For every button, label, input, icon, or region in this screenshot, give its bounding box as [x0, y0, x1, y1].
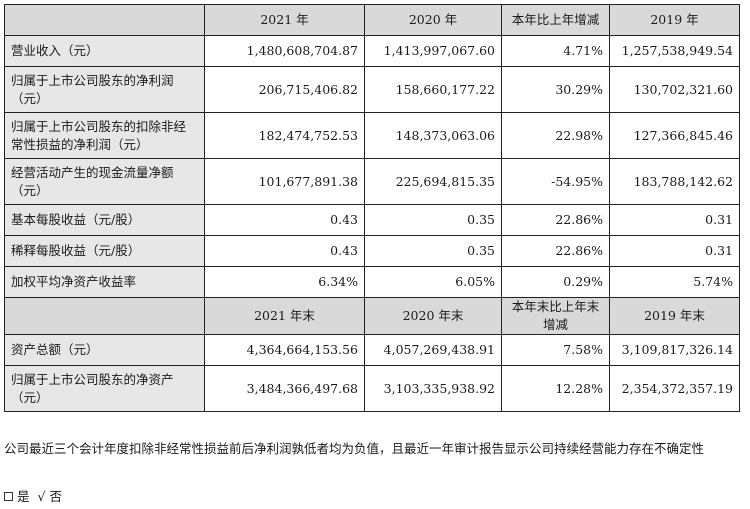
row-label: 归属于上市公司股东的净利润（元） [4, 66, 205, 113]
table-row: 归属于上市公司股东的净资产（元） 3,484,366,497.68 3,103,… [4, 365, 740, 412]
value-2020: 3,103,335,938.92 [364, 365, 502, 412]
row-label: 营业收入（元） [4, 35, 205, 67]
value-change: 22.86% [501, 235, 610, 267]
value-2021: 101,677,891.38 [204, 158, 365, 205]
row-label: 基本每股收益（元/股） [4, 204, 205, 236]
value-2019: 5.74% [609, 266, 740, 298]
row-label: 经营活动产生的现金流量净额（元） [4, 158, 205, 205]
value-2021: 0.43 [204, 235, 365, 267]
value-2020: 0.35 [364, 235, 502, 267]
choice-yes-label: 是 [17, 489, 30, 504]
table-subheader-row: 2021 年末 2020 年末 本年末比上年末增减 2019 年末 [4, 297, 740, 335]
value-change: 22.86% [501, 204, 610, 236]
financial-summary: 2021 年 2020 年 本年比上年增减 2019 年 营业收入（元） 1,4… [4, 4, 740, 412]
table-row: 经营活动产生的现金流量净额（元） 101,677,891.38 225,694,… [4, 158, 740, 205]
value-2021: 1,480,608,704.87 [204, 35, 365, 67]
key-financial-table: 2021 年 2020 年 本年比上年增减 2019 年 营业收入（元） 1,4… [4, 4, 740, 412]
value-2021: 0.43 [204, 204, 365, 236]
table-row: 营业收入（元） 1,480,608,704.87 1,413,997,067.6… [4, 35, 740, 67]
table-row: 基本每股收益（元/股） 0.43 0.35 22.86% 0.31 [4, 204, 740, 236]
choice-no-label: 否 [49, 489, 62, 504]
table-header-row: 2021 年 2020 年 本年比上年增减 2019 年 [4, 4, 740, 36]
header-change: 本年比上年增减 [501, 4, 610, 36]
subheader-2020-end: 2020 年末 [364, 297, 502, 335]
value-change: 30.29% [501, 66, 610, 113]
row-label: 归属于上市公司股东的净资产（元） [4, 365, 205, 412]
table-row: 归属于上市公司股东的净利润（元） 206,715,406.82 158,660,… [4, 66, 740, 113]
value-2019: 2,354,372,357.19 [609, 365, 740, 412]
value-change: 12.28% [501, 365, 610, 412]
value-2020: 158,660,177.22 [364, 66, 502, 113]
header-2020: 2020 年 [364, 4, 502, 36]
value-2019: 1,257,538,949.54 [609, 35, 740, 67]
empty-checkbox-icon [4, 492, 13, 501]
value-2019: 0.31 [609, 204, 740, 236]
header-blank-cell [4, 4, 205, 36]
row-label: 资产总额（元） [4, 334, 205, 366]
value-change: -54.95% [501, 158, 610, 205]
value-change: 7.58% [501, 334, 610, 366]
table-row: 资产总额（元） 4,364,664,153.56 4,057,269,438.9… [4, 334, 740, 366]
table-row: 稀释每股收益（元/股） 0.43 0.35 22.86% 0.31 [4, 235, 740, 267]
subheader-blank-cell [4, 297, 205, 335]
subheader-2021-end: 2021 年末 [204, 297, 365, 335]
value-change: 22.98% [501, 112, 610, 159]
row-label: 加权平均净资产收益率 [4, 266, 205, 298]
value-2020: 4,057,269,438.91 [364, 334, 502, 366]
value-2020: 0.35 [364, 204, 502, 236]
value-2020: 1,413,997,067.60 [364, 35, 502, 67]
header-2021: 2021 年 [204, 4, 365, 36]
value-2020: 225,694,815.35 [364, 158, 502, 205]
value-2020: 6.05% [364, 266, 502, 298]
checkmark-icon: √ [37, 489, 46, 504]
subheader-change: 本年末比上年末增减 [501, 297, 610, 335]
value-2019: 0.31 [609, 235, 740, 267]
value-2019: 130,702,321.60 [609, 66, 740, 113]
value-2021: 182,474,752.53 [204, 112, 365, 159]
value-2020: 148,373,063.06 [364, 112, 502, 159]
value-2021: 3,484,366,497.68 [204, 365, 365, 412]
going-concern-note: 公司最近三个会计年度扣除非经常性损益前后净利润孰低者均为负值，且最近一年审计报告… [4, 441, 705, 456]
value-2021: 4,364,664,153.56 [204, 334, 365, 366]
value-2021: 6.34% [204, 266, 365, 298]
value-2019: 127,366,845.46 [609, 112, 740, 159]
value-2019: 183,788,142.62 [609, 158, 740, 205]
table-row: 归属于上市公司股东的扣除非经常性损益的净利润（元） 182,474,752.53… [4, 112, 740, 159]
value-2019: 3,109,817,326.14 [609, 334, 740, 366]
subheader-2019-end: 2019 年末 [609, 297, 740, 335]
row-label: 归属于上市公司股东的扣除非经常性损益的净利润（元） [4, 112, 205, 159]
yes-no-choice: 是 √ 否 [4, 488, 66, 506]
value-2021: 206,715,406.82 [204, 66, 365, 113]
value-change: 4.71% [501, 35, 610, 67]
row-label: 稀释每股收益（元/股） [4, 235, 205, 267]
table-row: 加权平均净资产收益率 6.34% 6.05% 0.29% 5.74% [4, 266, 740, 298]
header-2019: 2019 年 [609, 4, 740, 36]
value-change: 0.29% [501, 266, 610, 298]
